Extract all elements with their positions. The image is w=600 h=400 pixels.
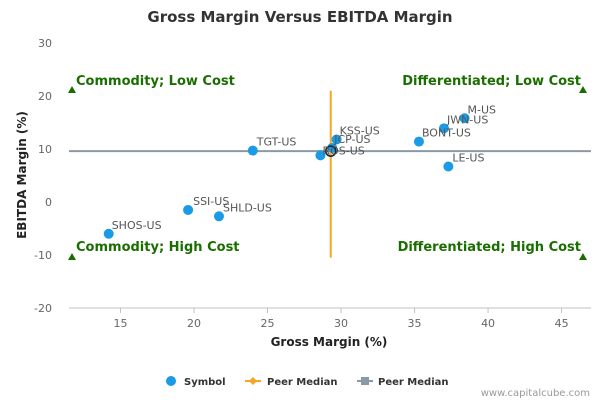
median-lines <box>69 90 591 258</box>
legend-diamond-marker <box>249 377 257 385</box>
x-tick-label: 35 <box>408 317 422 330</box>
data-point <box>443 161 454 172</box>
y-tick-label: 20 <box>38 90 52 103</box>
data-point <box>459 113 470 124</box>
data-point-label: LE-US <box>452 151 484 164</box>
quadrant-label: Differentiated; Low Cost <box>402 74 581 89</box>
data-point <box>315 150 326 161</box>
data-point-label: SSI-US <box>193 195 229 208</box>
data-point-label: SHOS-US <box>112 219 162 232</box>
legend-item-peer-median-vertical[interactable]: Peer Median <box>245 377 338 388</box>
quadrant-triangle-marker <box>579 86 587 93</box>
data-point <box>183 204 194 215</box>
chart-title: Gross Margin Versus EBITDA Margin <box>147 8 452 26</box>
data-point <box>438 123 449 134</box>
quadrant-labels: Commodity; Low Cost Differentiated; Low C… <box>68 74 587 260</box>
legend-item-peer-median-horizontal[interactable]: Peer Median <box>357 377 449 388</box>
y-tick-label: -10 <box>34 249 52 262</box>
x-tick-label: 20 <box>187 317 201 330</box>
legend-vertical-median-label: Peer Median <box>267 377 338 388</box>
x-tick-label: 15 <box>113 317 127 330</box>
y-tick-label: 30 <box>38 37 52 50</box>
y-axis-ticks: 30 20 10 0 -10 -20 <box>34 37 52 315</box>
legend-symbol-label: Symbol <box>184 377 226 388</box>
credit-text: www.capitalcube.com <box>481 388 590 399</box>
data-point-label: M-US <box>468 103 497 116</box>
data-point <box>413 136 424 147</box>
data-point <box>213 211 224 222</box>
data-point-label: KSS-US <box>340 124 380 137</box>
x-tick-label: 25 <box>261 317 275 330</box>
data-point <box>331 134 342 145</box>
x-tick-label: 30 <box>334 317 348 330</box>
quadrant-triangle-marker <box>579 253 587 260</box>
quadrant-triangle-marker <box>68 86 76 93</box>
data-point-label: ROS-US <box>322 144 364 157</box>
legend-square-marker <box>361 377 369 385</box>
y-tick-label: 10 <box>38 143 52 156</box>
data-point-label: SHLD-US <box>223 201 272 214</box>
y-tick-label: 0 <box>45 196 52 209</box>
y-tick-label: -20 <box>34 302 52 315</box>
data-point-label: JWN-US <box>446 113 488 126</box>
legend-symbol-marker <box>166 376 176 386</box>
legend-horizontal-median-label: Peer Median <box>378 377 449 388</box>
peer-median-point <box>324 145 337 157</box>
data-point-label: JCP-US <box>333 133 370 146</box>
x-tick-label: 45 <box>555 317 569 330</box>
data-point <box>247 145 258 156</box>
legend-item-symbol[interactable]: Symbol <box>166 376 226 388</box>
x-tick-label: 40 <box>481 317 495 330</box>
x-axis-ticks: 15 20 25 30 35 40 45 <box>113 308 569 330</box>
x-axis-title: Gross Margin (%) <box>271 335 388 349</box>
data-point <box>103 228 114 239</box>
data-point-label: BONT-US <box>422 127 471 140</box>
data-point-label: TGT-US <box>256 136 297 149</box>
legend: Symbol Peer Median Peer Median <box>166 376 449 388</box>
quadrant-label: Differentiated; High Cost <box>398 240 581 255</box>
y-axis-title: EBITDA Margin (%) <box>15 111 29 239</box>
quadrant-label: Commodity; High Cost <box>76 240 240 255</box>
quadrant-triangle-marker <box>68 253 76 260</box>
quadrant-label: Commodity; Low Cost <box>76 74 235 89</box>
